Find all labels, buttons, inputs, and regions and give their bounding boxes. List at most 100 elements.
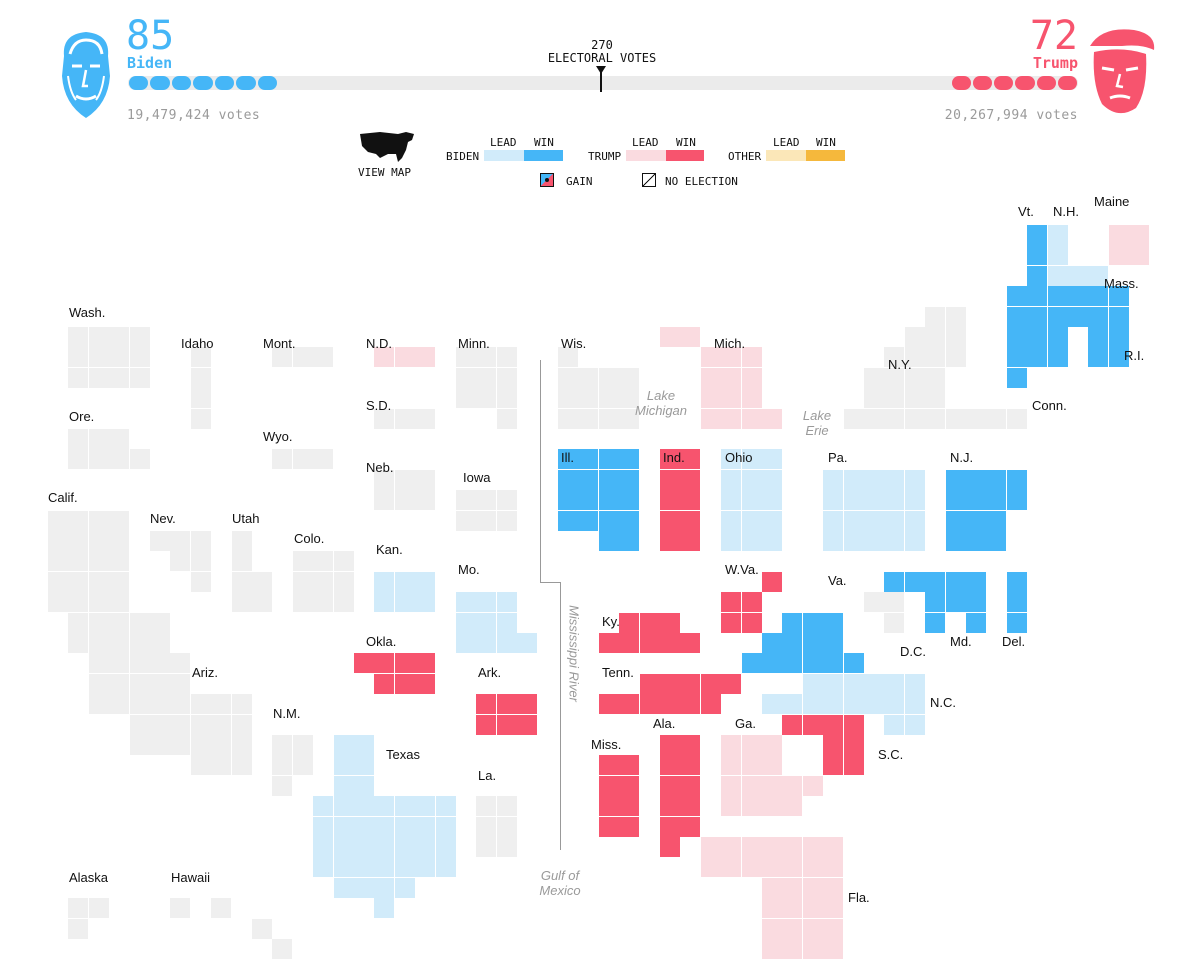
state-tile-n-j[interactable]: [986, 531, 1007, 551]
state-tile-wis[interactable]: [558, 408, 578, 429]
state-tile-texas[interactable]: [394, 837, 415, 857]
state-tile-la[interactable]: [476, 816, 497, 837]
state-tile-ark[interactable]: [496, 714, 517, 735]
state-tile-n-j[interactable]: [986, 510, 1007, 531]
state-tile-calif[interactable]: [170, 735, 191, 755]
state-tile-va[interactable]: [802, 633, 823, 653]
state-tile-mass[interactable]: [1006, 286, 1027, 307]
state-tile-n-y[interactable]: [843, 408, 864, 429]
state-tile-ill[interactable]: [578, 469, 599, 490]
state-tile-n-y[interactable]: [925, 388, 946, 409]
state-tile-mich[interactable]: [680, 327, 701, 347]
state-tile-ill[interactable]: [558, 490, 578, 511]
state-tile-mass[interactable]: [1108, 286, 1129, 307]
state-tile-hawaii[interactable]: [170, 898, 191, 919]
state-tile-n-j[interactable]: [966, 531, 986, 551]
state-tile-ore[interactable]: [109, 429, 130, 449]
state-tile-texas[interactable]: [415, 816, 436, 837]
state-tile-texas[interactable]: [415, 857, 436, 878]
state-tile-texas[interactable]: [313, 796, 334, 817]
state-tile-n-c[interactable]: [823, 673, 844, 694]
state-tile-s-c[interactable]: [823, 735, 844, 755]
state-tile-texas[interactable]: [313, 837, 334, 857]
state-tile-neb[interactable]: [394, 490, 415, 511]
state-tile-calif[interactable]: [170, 673, 191, 694]
state-tile-ill[interactable]: [558, 469, 578, 490]
state-tile-w-va[interactable]: [762, 571, 782, 592]
state-tile-calif[interactable]: [68, 592, 89, 613]
state-tile-la[interactable]: [476, 796, 497, 817]
state-tile-pa[interactable]: [884, 510, 905, 531]
state-tile-n-j[interactable]: [966, 469, 986, 490]
state-tile-ariz[interactable]: [190, 735, 211, 755]
state-tile-mont[interactable]: [272, 347, 293, 368]
state-tile-neb[interactable]: [374, 469, 395, 490]
state-tile-n-j[interactable]: [966, 510, 986, 531]
state-tile-pa[interactable]: [884, 469, 905, 490]
state-tile-mich[interactable]: [721, 347, 742, 368]
state-tile-calif[interactable]: [129, 633, 150, 653]
state-tile-calif[interactable]: [170, 694, 191, 715]
state-tile-texas[interactable]: [394, 796, 415, 817]
state-tile-pa[interactable]: [904, 490, 925, 511]
state-tile-n-j[interactable]: [986, 490, 1007, 511]
state-tile-ark[interactable]: [476, 714, 497, 735]
state-tile-ind[interactable]: [660, 449, 680, 470]
state-tile-calif[interactable]: [109, 673, 130, 694]
state-tile-calif[interactable]: [68, 612, 89, 633]
state-tile-utah[interactable]: [252, 592, 272, 613]
state-tile-n-m[interactable]: [272, 775, 293, 796]
state-tile-wis[interactable]: [578, 388, 599, 409]
state-tile-calif[interactable]: [88, 612, 109, 633]
state-tile-calif[interactable]: [129, 612, 150, 633]
state-tile-utah[interactable]: [231, 592, 252, 613]
state-tile-wash[interactable]: [109, 367, 130, 388]
state-tile-n-j[interactable]: [1006, 490, 1027, 511]
state-tile-minn[interactable]: [456, 347, 476, 368]
state-tile-texas[interactable]: [333, 755, 354, 776]
state-tile-pa[interactable]: [864, 490, 884, 511]
state-tile-mich[interactable]: [741, 347, 762, 368]
state-tile-ga[interactable]: [721, 796, 742, 817]
state-tile-n-c[interactable]: [904, 673, 925, 694]
state-tile-mich[interactable]: [700, 347, 721, 368]
state-tile-fla[interactable]: [721, 857, 742, 878]
state-tile-mo[interactable]: [496, 612, 517, 633]
state-tile-n-y[interactable]: [864, 408, 884, 429]
state-tile-iowa[interactable]: [476, 510, 497, 531]
state-tile-idaho[interactable]: [190, 367, 211, 388]
state-tile-ky[interactable]: [619, 612, 640, 633]
state-tile-calif[interactable]: [109, 592, 130, 613]
state-tile-r-i[interactable]: [1108, 327, 1129, 347]
state-tile-ala[interactable]: [680, 755, 701, 776]
state-tile-nev[interactable]: [190, 551, 211, 572]
state-tile-wis[interactable]: [598, 367, 619, 388]
state-tile-calif[interactable]: [88, 694, 109, 715]
state-tile-ariz[interactable]: [190, 755, 211, 776]
state-tile-wash[interactable]: [68, 347, 89, 368]
state-tile-wis[interactable]: [558, 388, 578, 409]
state-tile-calif[interactable]: [129, 694, 150, 715]
state-tile-texas[interactable]: [354, 755, 374, 776]
state-tile-n-j[interactable]: [945, 469, 966, 490]
state-tile-ga[interactable]: [741, 775, 762, 796]
state-tile-n-y[interactable]: [945, 327, 966, 347]
state-tile-n-c[interactable]: [843, 694, 864, 715]
state-tile-fla[interactable]: [823, 898, 844, 919]
state-tile-mass[interactable]: [1047, 286, 1068, 307]
state-tile-kan[interactable]: [415, 592, 436, 613]
state-tile-wyo[interactable]: [272, 449, 293, 470]
state-tile-minn[interactable]: [456, 388, 476, 409]
state-tile-mass[interactable]: [1006, 306, 1027, 327]
state-tile-ohio[interactable]: [721, 449, 742, 470]
state-tile-wash[interactable]: [109, 347, 130, 368]
state-tile-md[interactable]: [966, 592, 986, 613]
state-tile-n-h[interactable]: [1068, 265, 1088, 286]
state-tile-n-y[interactable]: [1006, 408, 1027, 429]
state-tile-texas[interactable]: [374, 816, 395, 837]
state-tile-md[interactable]: [945, 571, 966, 592]
state-tile-calif[interactable]: [129, 714, 150, 735]
state-tile-calif[interactable]: [88, 633, 109, 653]
state-tile-ohio[interactable]: [762, 449, 782, 470]
state-tile-n-y[interactable]: [925, 327, 946, 347]
